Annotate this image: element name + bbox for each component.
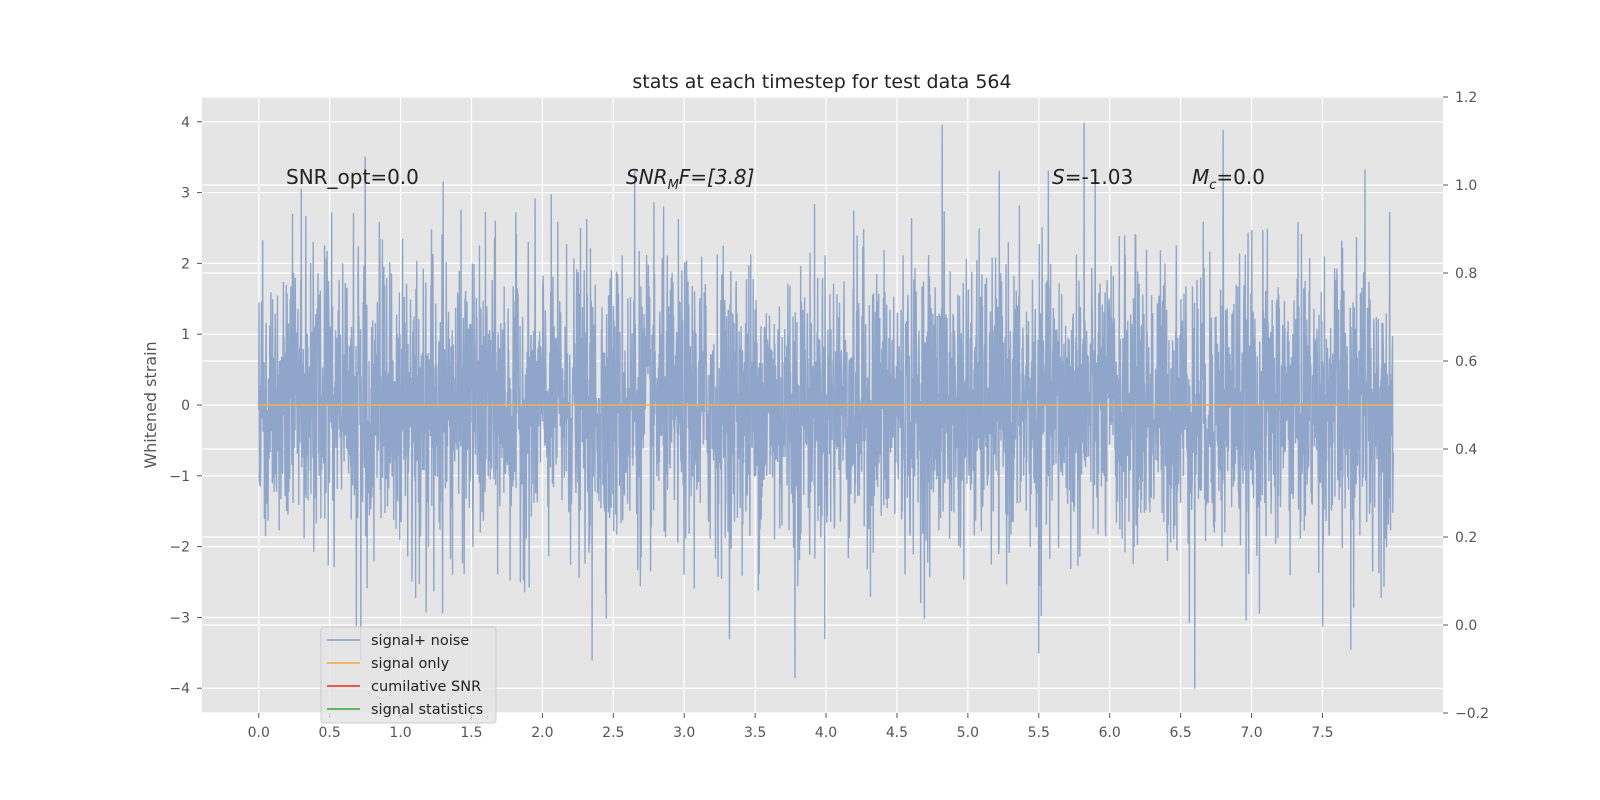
y-tick-label: −1 <box>169 469 190 485</box>
x-tick-label: 3.5 <box>744 725 766 741</box>
annotation-mc-value: =0.0 <box>1216 165 1265 189</box>
annotation-mc: Mc=0.0 <box>1192 165 1265 193</box>
x-tick-label: 5.5 <box>1028 725 1050 741</box>
x-tick-label: 4.0 <box>815 725 837 741</box>
legend-label: signal only <box>371 656 450 672</box>
legend-label: signal+ noise <box>371 633 469 649</box>
x-tick-label: 1.0 <box>389 725 411 741</box>
legend-box <box>320 626 497 724</box>
x-tick-label: 7.0 <box>1240 725 1262 741</box>
annotation-mc-var: M <box>1192 165 1209 189</box>
x-tick-label: 2.0 <box>531 725 553 741</box>
legend-label: cumilative SNR <box>371 679 481 695</box>
annotation-s: S=-1.03 <box>1052 165 1133 189</box>
y2-tick-label: 0.6 <box>1455 354 1477 370</box>
annotation-mc-sub: c <box>1209 178 1216 193</box>
y2-tick-label: 0.2 <box>1455 530 1477 546</box>
y2-tick-label: 1.2 <box>1455 90 1477 106</box>
y-tick-label: 4 <box>181 115 190 131</box>
x-axis: 0.0 0.5 1.0 1.5 2.0 2.5 3.0 3.5 4.0 4.5 5.0 5.5 6.0 6… <box>248 713 1334 741</box>
legend-label: signal statistics <box>371 702 483 718</box>
x-tick-label: 5.0 <box>957 725 979 741</box>
legend-item-signal-statistics: signal statistics <box>327 702 483 718</box>
annotation-snr-mf-main: SNR <box>626 165 668 189</box>
legend: signal+ noise signal only cumilative SNR… <box>320 626 497 724</box>
y2-tick-label: 1.0 <box>1455 178 1477 194</box>
annotation-s-value: =-1.03 <box>1065 165 1134 189</box>
y2-tick-label: −0.2 <box>1455 706 1489 722</box>
y-tick-label: 2 <box>181 256 190 272</box>
y-tick-label: 1 <box>181 327 190 343</box>
chart-title: stats at each timestep for test data 564 <box>632 71 1011 93</box>
y2-axis: 1.2 1.0 0.8 0.6 0.4 0.2 0.0 −0.2 <box>1443 90 1489 722</box>
y2-tick-label: 0.4 <box>1455 442 1477 458</box>
annotation-snr-mf-sub: M <box>668 178 679 193</box>
legend-item-signal-only: signal only <box>327 656 450 672</box>
annotation-s-var: S <box>1052 165 1065 189</box>
y2-tick-label: 0.8 <box>1455 266 1477 282</box>
x-tick-label: 6.5 <box>1169 725 1191 741</box>
x-tick-label: 6.0 <box>1099 725 1121 741</box>
series-line-signal-noise <box>258 122 1395 689</box>
y-tick-label: −3 <box>169 610 190 626</box>
x-tick-label: 3.0 <box>673 725 695 741</box>
y-tick-label: 3 <box>181 186 190 202</box>
x-tick-label: 0.0 <box>248 725 270 741</box>
x-tick-label: 1.5 <box>460 725 482 741</box>
legend-item-cumilative-snr: cumilative SNR <box>327 679 481 695</box>
y-tick-label: 0 <box>181 398 190 414</box>
y-axis-label: Whitened strain <box>141 341 160 468</box>
x-tick-label: 0.5 <box>319 725 341 741</box>
annotation-snr-mf: SNRMF=[3.8] <box>626 165 754 193</box>
x-tick-label: 2.5 <box>602 725 624 741</box>
annotation-snr-mf-rest: F=[3.8] <box>679 165 755 189</box>
x-tick-label: 7.5 <box>1311 725 1333 741</box>
annotation-snr-opt: SNR_opt=0.0 <box>286 165 419 189</box>
y-axis: 4 3 2 1 0 −1 −2 −3 −4 <box>169 115 202 697</box>
y-tick-label: −4 <box>169 681 190 697</box>
series-signal-noise <box>258 122 1395 689</box>
y-tick-label: −2 <box>169 540 190 556</box>
legend-item-signal-noise: signal+ noise <box>327 633 469 649</box>
x-tick-label: 4.5 <box>886 725 908 741</box>
y2-tick-label: 0.0 <box>1455 618 1477 634</box>
